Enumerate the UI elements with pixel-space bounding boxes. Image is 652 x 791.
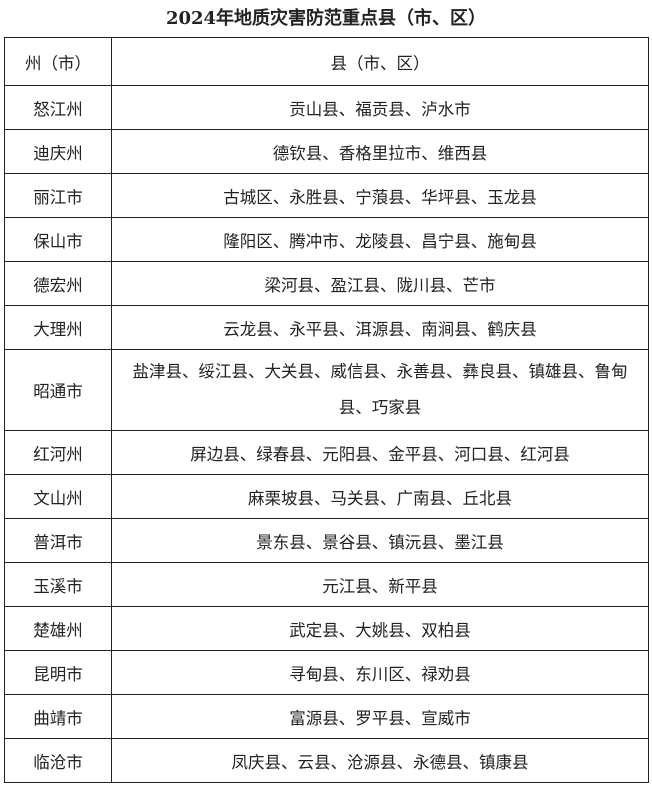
prefecture-cell: 丽江市 (4, 173, 112, 218)
counties-cell: 富源县、罗平县、宣威市 (111, 694, 649, 739)
counties-cell: 古城区、永胜县、宁蒗县、华坪县、玉龙县 (111, 173, 649, 218)
header-counties: 县（市、区） (111, 37, 649, 86)
counties-cell: 德钦县、香格里拉市、维西县 (111, 129, 649, 174)
document-title: 2024年地质灾害防范重点县（市、区） (165, 8, 487, 29)
table-row: 玉溪市 元江县、新平县 (4, 562, 649, 607)
counties-cell: 屏边县、绿春县、元阳县、金平县、河口县、红河县 (111, 430, 649, 475)
table-row: 楚雄州 武定县、大姚县、双柏县 (4, 606, 649, 651)
counties-cell: 麻栗坡县、马关县、广南县、丘北县 (111, 474, 649, 519)
table-row: 红河州 屏边县、绿春县、元阳县、金平县、河口县、红河县 (4, 430, 649, 475)
counties-cell: 梁河县、盈江县、陇川县、芒市 (111, 261, 649, 306)
table-row: 临沧市 凤庆县、云县、沧源县、永德县、镇康县 (4, 738, 649, 783)
prefecture-cell: 大理州 (4, 305, 112, 350)
prefecture-cell: 德宏州 (4, 261, 112, 306)
table-row: 普洱市 景东县、景谷县、镇沅县、墨江县 (4, 518, 649, 563)
table-row: 昭通市 盐津县、绥江县、大关县、威信县、永善县、彝良县、镇雄县、鲁甸县、巧家县 (4, 349, 649, 431)
table-row: 丽江市 古城区、永胜县、宁蒗县、华坪县、玉龙县 (4, 173, 649, 218)
counties-cell: 武定县、大姚县、双柏县 (111, 606, 649, 651)
prefecture-cell: 临沧市 (4, 738, 112, 783)
table-row: 大理州 云龙县、永平县、洱源县、南涧县、鹤庆县 (4, 305, 649, 350)
prefecture-cell: 昆明市 (4, 650, 112, 695)
table-header-row: 州（市） 县（市、区） (4, 37, 649, 86)
prefecture-cell: 曲靖市 (4, 694, 112, 739)
prefecture-cell: 红河州 (4, 430, 112, 475)
prefecture-cell: 迪庆州 (4, 129, 112, 174)
counties-cell: 元江县、新平县 (111, 562, 649, 607)
table-row: 昆明市 寻甸县、东川区、禄劝县 (4, 650, 649, 695)
counties-cell: 贡山县、福贡县、泸水市 (111, 85, 649, 130)
counties-cell: 凤庆县、云县、沧源县、永德县、镇康县 (111, 738, 649, 783)
header-prefecture: 州（市） (4, 37, 112, 86)
prefecture-cell: 玉溪市 (4, 562, 112, 607)
counties-cell: 寻甸县、东川区、禄劝县 (111, 650, 649, 695)
prefecture-cell: 昭通市 (4, 349, 112, 431)
counties-cell: 隆阳区、腾冲市、龙陵县、昌宁县、施甸县 (111, 217, 649, 262)
prefecture-cell: 楚雄州 (4, 606, 112, 651)
prefecture-cell: 怒江州 (4, 85, 112, 130)
table-row: 德宏州 梁河县、盈江县、陇川县、芒市 (4, 261, 649, 306)
table-row: 保山市 隆阳区、腾冲市、龙陵县、昌宁县、施甸县 (4, 217, 649, 262)
key-counties-table: 州（市） 县（市、区） 怒江州 贡山县、福贡县、泸水市 迪庆州 德钦县、香格里拉市、维… (4, 37, 649, 783)
counties-cell: 景东县、景谷县、镇沅县、墨江县 (111, 518, 649, 563)
table-row: 文山州 麻栗坡县、马关县、广南县、丘北县 (4, 474, 649, 519)
prefecture-cell: 保山市 (4, 217, 112, 262)
table-row: 怒江州 贡山县、福贡县、泸水市 (4, 85, 649, 130)
prefecture-cell: 文山州 (4, 474, 112, 519)
table-row: 迪庆州 德钦县、香格里拉市、维西县 (4, 129, 649, 174)
table-row: 曲靖市 富源县、罗平县、宣威市 (4, 694, 649, 739)
prefecture-cell: 普洱市 (4, 518, 112, 563)
counties-cell: 盐津县、绥江县、大关县、威信县、永善县、彝良县、镇雄县、鲁甸县、巧家县 (111, 349, 649, 431)
counties-cell: 云龙县、永平县、洱源县、南涧县、鹤庆县 (111, 305, 649, 350)
